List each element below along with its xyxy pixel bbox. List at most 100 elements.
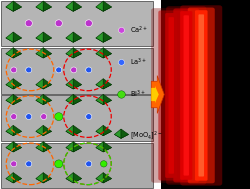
Polygon shape	[6, 79, 13, 89]
Polygon shape	[6, 94, 13, 105]
Polygon shape	[6, 148, 22, 152]
Polygon shape	[103, 173, 112, 183]
Polygon shape	[36, 38, 52, 42]
Bar	[161, 0, 250, 189]
Polygon shape	[103, 94, 112, 105]
Polygon shape	[96, 79, 103, 89]
Polygon shape	[66, 1, 73, 11]
Polygon shape	[36, 148, 52, 152]
Polygon shape	[103, 48, 112, 58]
Polygon shape	[36, 7, 52, 11]
Polygon shape	[6, 7, 22, 11]
Polygon shape	[6, 179, 22, 183]
Polygon shape	[66, 54, 82, 58]
Polygon shape	[43, 142, 52, 152]
Polygon shape	[73, 125, 82, 136]
Polygon shape	[96, 48, 103, 58]
Ellipse shape	[86, 67, 92, 73]
Polygon shape	[66, 173, 73, 183]
Text: Ca$^{2+}$: Ca$^{2+}$	[130, 25, 148, 36]
Ellipse shape	[25, 20, 32, 27]
Polygon shape	[6, 1, 13, 11]
Bar	[1, 95, 153, 141]
FancyBboxPatch shape	[198, 14, 204, 177]
Ellipse shape	[55, 20, 62, 27]
Polygon shape	[96, 7, 112, 11]
Polygon shape	[36, 131, 52, 136]
Polygon shape	[114, 129, 121, 138]
Polygon shape	[66, 142, 73, 152]
Polygon shape	[6, 142, 13, 152]
Polygon shape	[13, 142, 22, 152]
Polygon shape	[36, 1, 43, 11]
Ellipse shape	[26, 161, 32, 167]
Polygon shape	[13, 48, 22, 58]
Polygon shape	[114, 134, 129, 138]
Polygon shape	[96, 173, 103, 183]
Bar	[1, 143, 153, 188]
Polygon shape	[36, 48, 43, 58]
Polygon shape	[36, 173, 43, 183]
Polygon shape	[96, 1, 103, 11]
Polygon shape	[73, 32, 82, 42]
Polygon shape	[36, 85, 52, 89]
Polygon shape	[43, 79, 52, 89]
Polygon shape	[103, 79, 112, 89]
Ellipse shape	[118, 27, 124, 33]
Polygon shape	[66, 131, 82, 136]
FancyBboxPatch shape	[188, 8, 215, 183]
Ellipse shape	[86, 114, 92, 119]
Polygon shape	[66, 79, 73, 89]
Ellipse shape	[71, 67, 77, 73]
Polygon shape	[6, 38, 22, 42]
Polygon shape	[73, 94, 82, 105]
Ellipse shape	[54, 113, 63, 121]
Polygon shape	[66, 7, 82, 11]
Polygon shape	[66, 38, 82, 42]
Ellipse shape	[100, 161, 107, 167]
Ellipse shape	[11, 161, 17, 167]
Polygon shape	[73, 48, 82, 58]
Polygon shape	[13, 1, 22, 11]
FancyBboxPatch shape	[165, 13, 177, 178]
Polygon shape	[103, 32, 112, 42]
Ellipse shape	[85, 20, 92, 27]
Polygon shape	[6, 32, 13, 42]
FancyBboxPatch shape	[180, 11, 192, 180]
Polygon shape	[6, 100, 22, 105]
Ellipse shape	[11, 67, 17, 73]
Polygon shape	[73, 79, 82, 89]
FancyBboxPatch shape	[166, 6, 206, 185]
Polygon shape	[73, 142, 82, 152]
Polygon shape	[6, 48, 13, 58]
Polygon shape	[43, 173, 52, 183]
Ellipse shape	[26, 114, 32, 119]
Polygon shape	[96, 125, 103, 136]
FancyBboxPatch shape	[158, 10, 184, 180]
Ellipse shape	[41, 114, 47, 119]
Polygon shape	[96, 148, 112, 152]
Polygon shape	[96, 85, 112, 89]
Polygon shape	[36, 125, 43, 136]
Polygon shape	[96, 179, 112, 183]
FancyBboxPatch shape	[180, 5, 222, 186]
Polygon shape	[66, 94, 73, 105]
Polygon shape	[36, 100, 52, 105]
Polygon shape	[13, 173, 22, 183]
Bar	[1, 48, 153, 94]
Polygon shape	[6, 54, 22, 58]
Polygon shape	[73, 173, 82, 183]
Polygon shape	[66, 125, 73, 136]
Polygon shape	[103, 142, 112, 152]
Polygon shape	[13, 125, 22, 136]
Polygon shape	[36, 54, 52, 58]
Polygon shape	[13, 94, 22, 105]
Ellipse shape	[118, 91, 125, 98]
Polygon shape	[43, 1, 52, 11]
Polygon shape	[66, 179, 82, 183]
FancyBboxPatch shape	[168, 17, 174, 174]
Polygon shape	[43, 48, 52, 58]
Polygon shape	[36, 142, 43, 152]
Polygon shape	[96, 32, 103, 42]
Ellipse shape	[26, 67, 32, 73]
